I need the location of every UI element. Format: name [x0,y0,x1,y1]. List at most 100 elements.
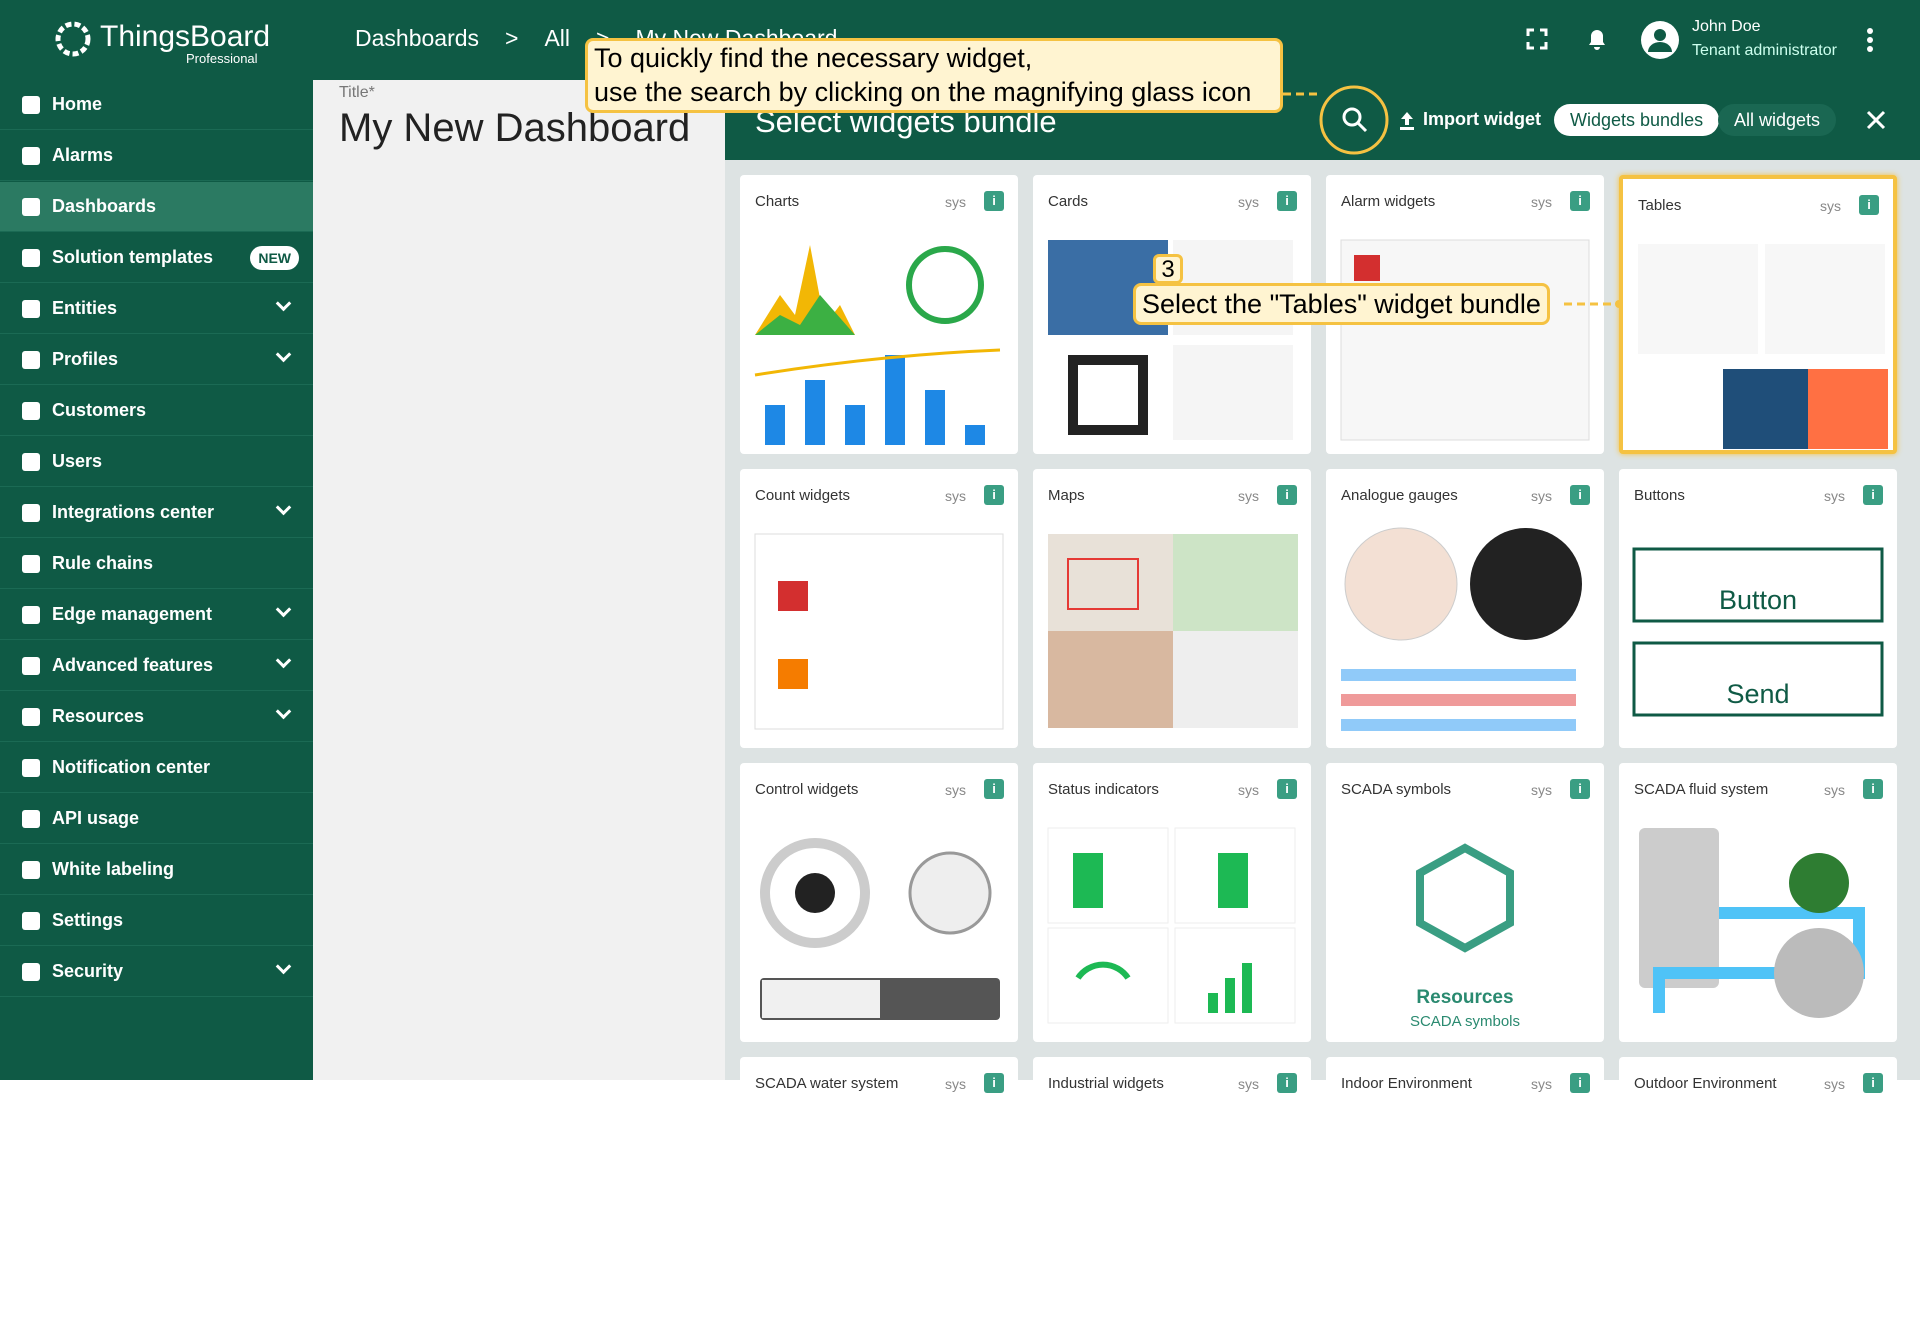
search-icon[interactable] [1340,105,1370,135]
bundle-card[interactable]: Buttons sys i Button Send [1619,469,1897,748]
import-widget[interactable]: Import widget [1423,109,1541,129]
nav-item[interactable]: Notification center [0,743,313,793]
fullscreen-icon[interactable] [1526,28,1548,50]
nav-label: Resources [52,706,145,726]
bundle-tag: sys [1238,194,1259,210]
info-button[interactable]: i [1859,195,1879,215]
import-icon[interactable] [1399,110,1415,130]
info-button[interactable]: i [1277,191,1297,211]
page: ThingsBoard Professional Home Alarms Dashb… [0,0,1920,1093]
nav-item[interactable]: Home [0,80,313,130]
nav-icon [22,809,40,828]
bundle-card[interactable]: Charts sys i [740,175,1018,454]
nav-item[interactable]: Solution templates NEW [0,233,313,283]
bundle-title: Count widgets [755,487,851,504]
preview-text: Resources [1416,987,1514,1008]
chevron [275,703,292,720]
nav-item[interactable]: Profiles [0,335,313,385]
nav-item[interactable]: Integrations center [0,488,313,538]
nav-item[interactable]: Customers [0,386,313,436]
bundle-card[interactable]: Count widgets sys i [740,469,1018,748]
bundle-title: Charts [755,193,800,210]
nav-icon [22,197,40,216]
nav-label: Alarms [52,145,114,165]
bundle-preview [1341,527,1582,731]
bundle-card[interactable]: SCADA fluid system sys i [1619,763,1897,1042]
nav-icon [22,911,40,930]
nav-item[interactable]: Security [0,947,313,997]
bundle-tag: sys [945,488,966,504]
bundle-card[interactable]: Indoor Environment sys i [1326,1057,1604,1336]
bundle-card[interactable]: Analogue gauges sys i [1326,469,1604,748]
nav-item[interactable]: API usage [0,794,313,844]
nav-icon [22,350,40,369]
bundle-card[interactable]: Industrial widgets sys i [1033,1057,1311,1336]
info-button[interactable]: i [1863,779,1883,799]
nav-item[interactable]: Settings [0,896,313,946]
bundle-card[interactable]: Status indicators sys i [1033,763,1311,1042]
tab-active[interactable]: Widgets bundles [1554,104,1720,136]
callout-line: use the search by clicking on the magnif… [594,77,1252,107]
nav-label: Advanced features [52,655,214,675]
logo [55,21,91,57]
dashboard-area: Title* My New Dashboard [313,80,725,1080]
avatar[interactable] [1640,20,1680,60]
notifications-icon[interactable] [1585,26,1609,52]
info-button[interactable]: i [984,779,1004,799]
breadcrumb[interactable]: All [544,25,571,51]
nav-icon [22,299,40,318]
breadcrumb-separator: > [505,25,519,51]
bundle-tag: sys [1824,782,1845,798]
nav-item[interactable]: Rule chains [0,539,313,589]
nav-item[interactable]: Entities [0,284,313,334]
nav-item[interactable]: White labeling [0,845,313,895]
close-icon[interactable] [1866,110,1886,130]
tab[interactable]: All widgets [1718,104,1837,136]
title-label: Title* [339,84,375,101]
nav-item[interactable]: Dashboards [0,182,313,232]
info-button[interactable]: i [1570,779,1590,799]
bundle-preview [1340,239,1590,441]
bundle-preview [1033,1057,1311,1336]
nav-label: Edge management [52,604,213,624]
bundle-card[interactable]: Control widgets sys i [740,763,1018,1042]
nav-label: Home [52,94,103,114]
info-button[interactable]: i [984,191,1004,211]
breadcrumb[interactable]: Dashboards [355,25,480,51]
nav-item[interactable]: Users [0,437,313,487]
chevron [275,958,292,975]
nav-item[interactable]: Resources [0,692,313,742]
bundle-title: Analogue gauges [1341,487,1458,504]
info-button[interactable]: i [1570,485,1590,505]
nav-label: Solution templates [52,247,214,267]
info-button[interactable]: i [1863,485,1883,505]
callout-line: Select the "Tables" widget bundle [1142,289,1541,319]
nav-label: Notification center [52,757,211,777]
nav-item[interactable]: Alarms [0,131,313,181]
more-icon[interactable] [1866,28,1874,52]
bundle-preview [754,533,1004,730]
info-button[interactable]: i [1277,485,1297,505]
bundle-card[interactable]: SCADA water system sys i [740,1057,1018,1336]
bundle-card[interactable]: Maps sys i [1033,469,1311,748]
nav-label: Dashboards [52,196,157,216]
user-role: Tenant administrator [1692,42,1837,59]
bundle-card[interactable]: SCADA symbols sys i Resources SCADA symbols [1326,763,1604,1042]
info-button[interactable]: i [1570,191,1590,211]
bundle-preview [1048,534,1298,728]
info-button[interactable]: i [984,485,1004,505]
bundle-preview [1632,547,1884,717]
bundle-title: Cards [1048,193,1089,210]
nav-label: Security [52,961,124,981]
bundle-card[interactable]: Tables sys i [1619,175,1897,454]
bundle-preview [1638,244,1888,449]
bundle-title: SCADA symbols [1341,781,1452,798]
nav-item[interactable]: Advanced features [0,641,313,691]
bundle-preview [1416,843,1514,953]
nav-item[interactable]: Edge management [0,590,313,640]
nav-icon [22,503,40,522]
nav-badge: NEW [250,245,299,270]
bundle-card[interactable]: Outdoor Environment sys i [1619,1057,1897,1336]
info-button[interactable]: i [1277,779,1297,799]
bundle-tag: sys [945,782,966,798]
